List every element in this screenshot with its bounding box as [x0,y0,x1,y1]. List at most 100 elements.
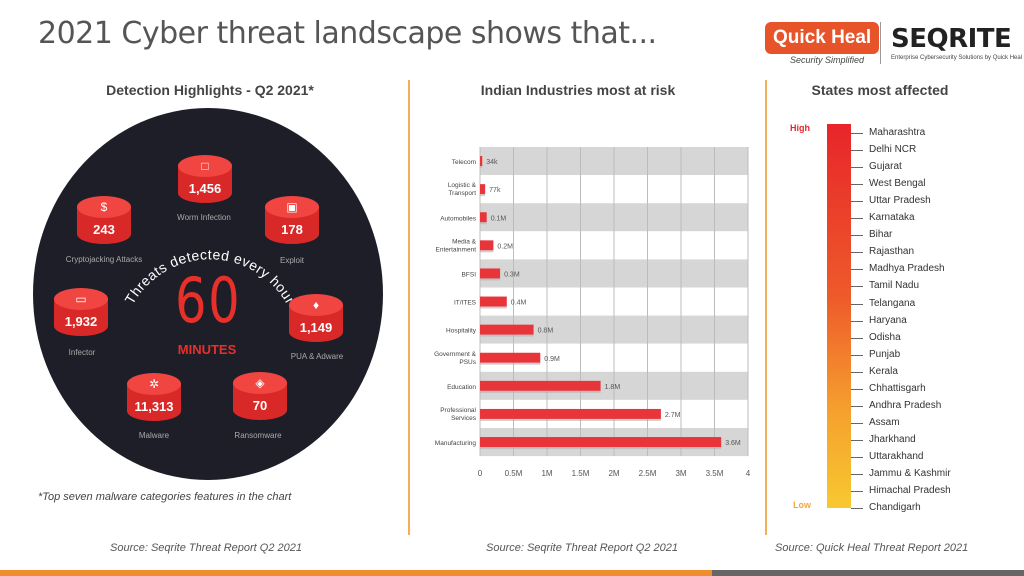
arc-text-svg: Threats detected every hour [121,246,298,307]
state-tick [851,337,863,339]
data-label: 34k [486,159,498,166]
bar-shadow [480,306,507,309]
state-tick [851,303,863,305]
shield-icon: ♦ [312,298,320,312]
bar-shadow [480,362,541,365]
bar-shadow [480,447,722,450]
bar-shadow [480,390,601,393]
state-item: Kerala [869,365,898,377]
state-tick [851,508,863,510]
state-tick [851,320,863,322]
bar [480,296,507,307]
state-tick [851,422,863,424]
x-tick-label: 1M [541,469,552,478]
state-item: Assam [869,416,900,428]
data-label: 0.9M [544,356,560,363]
x-tick-label: 0.5M [505,469,523,478]
category-cylinder: □ 1,456 [178,155,232,203]
category-label: Logistic & Transport [448,182,477,197]
bar-shadow [480,334,534,337]
bar [480,240,494,251]
category-value: 1,456 [188,181,222,196]
category-value: 178 [281,222,303,237]
category-cylinder: ◈ 70 [233,372,287,420]
state-tick [851,474,863,475]
state-tick [851,371,863,373]
state-item: Jammu & Kashmir [869,468,951,479]
bar [480,268,501,279]
category-label: Media & Entertainment [436,238,477,253]
detection-footnote: *Top seven malware categories features i… [38,491,292,503]
bar [480,212,487,223]
state-tick [851,354,863,356]
states-source: Source: Quick Heal Threat Report 2021 [775,542,969,554]
seqrite-tagline: Enterprise Cybersecurity Solutions by Qu… [891,55,1023,61]
state-item: Odisha [869,331,901,343]
logo-separator [880,22,881,64]
category-label: Education [447,384,476,391]
state-item: Karnataka [869,212,915,224]
bar-shadow [480,418,661,421]
x-tick-label: 0 [478,469,483,478]
category-label: Infector [68,348,96,357]
category-cylinder: ♦ 1,149 [289,294,343,342]
state-tick [851,269,863,271]
category-label: Manufacturing [435,440,477,447]
lock-icon: ◈ [255,376,265,390]
state-item: Tamil Nadu [869,280,920,292]
state-tick [851,405,863,407]
state-tick [851,388,863,390]
state-item: Rajasthan [869,246,915,258]
state-tick [851,218,863,220]
center-value: 60 [175,264,242,337]
state-item: Telangana [869,297,916,309]
state-tick [851,456,863,458]
bar [480,352,541,363]
state-tick [851,252,863,254]
state-item: Chandigarh [869,502,921,514]
bottom-accent-gray [712,570,1024,576]
state-item: Chhattisgarh [869,382,926,394]
state-item: Uttar Pradesh [869,195,931,207]
center-unit: MINUTES [177,342,237,357]
bar [480,380,601,391]
industries-bar-chart: 0 0.5M 1M 1.5M 2M 2.5M 3M 3.5M 4 34k Telecom 77k Log… [434,147,751,478]
category-cylinder: ▣ 178 [265,196,319,244]
state-item: Maharashtra [869,127,926,138]
seqrite-logo: SEQRITE [891,24,1012,54]
data-label: 77k [489,187,501,194]
bug-icon: ✲ [148,377,160,391]
x-tick-label: 1.5M [572,469,590,478]
data-label: 3.6M [725,440,741,447]
quickheal-logo: Quick Heal [765,22,880,54]
state-item: Haryana [869,314,907,326]
page-title: 2021 Cyber threat landscape shows that..… [38,16,657,51]
state-item: Himachal Pradesh [869,485,951,497]
bar-shadow [480,222,487,225]
category-label: IT/ITES [454,300,477,307]
monitor-icon: ▭ [75,292,87,306]
bar [480,437,722,448]
x-tick-label: 2M [608,469,619,478]
bar [480,408,661,419]
category-label: Malware [138,431,170,440]
low-label: Low [793,500,811,510]
category-value: 11,313 [134,399,174,414]
column-divider-left [408,80,410,535]
category-label: Telecom [452,159,476,166]
category-label: Cryptojacking Attacks [65,255,143,264]
data-label: 0.4M [511,300,527,307]
state-item: Madhya Pradesh [869,263,945,275]
bar [480,156,483,167]
category-value: 70 [252,398,268,413]
bar [480,184,486,195]
data-label: 0.8M [538,328,554,335]
state-tick [851,167,863,169]
category-label: Automobiles [440,215,477,222]
category-label: Ransomware [234,431,282,440]
state-item: Jharkhand [869,433,916,445]
category-label: Hospitality [446,328,477,335]
dollar-icon: $ [100,200,108,214]
state-item: Andhra Pradesh [869,399,942,411]
category-label: Government & PSUs [434,351,477,366]
